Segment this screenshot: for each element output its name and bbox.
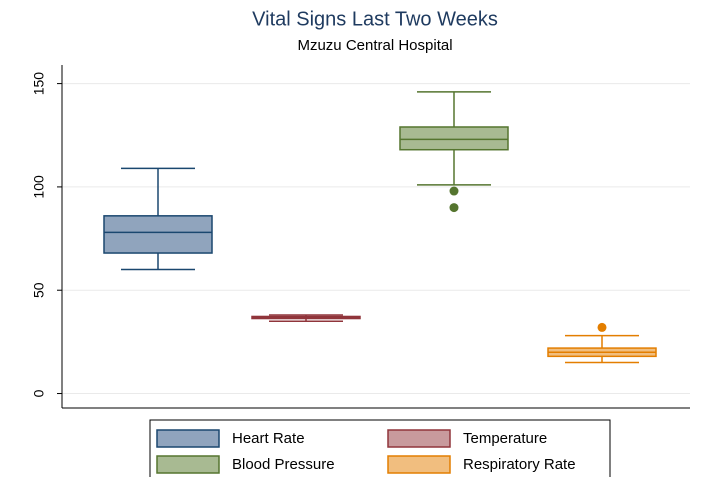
outlier xyxy=(597,322,607,332)
y-tick-label: 150 xyxy=(31,72,47,96)
outlier xyxy=(449,186,459,196)
legend-swatch xyxy=(156,429,220,448)
chart-title: Vital Signs Last Two Weeks xyxy=(252,8,498,30)
legend-swatch xyxy=(387,429,451,448)
box xyxy=(399,126,509,151)
box xyxy=(103,215,213,254)
legend-swatch xyxy=(156,455,220,474)
legend-label: Temperature xyxy=(463,430,547,447)
y-tick-label: 50 xyxy=(31,282,47,298)
legend-swatch xyxy=(387,455,451,474)
legend-label: Respiratory Rate xyxy=(463,456,576,473)
legend-label: Heart Rate xyxy=(232,430,305,447)
outlier xyxy=(449,203,459,213)
legend-label: Blood Pressure xyxy=(232,456,335,473)
chart-subtitle: Mzuzu Central Hospital xyxy=(297,37,452,54)
y-tick-label: 100 xyxy=(31,175,47,199)
legend-box xyxy=(149,419,611,477)
y-tick-label: 0 xyxy=(31,389,47,397)
